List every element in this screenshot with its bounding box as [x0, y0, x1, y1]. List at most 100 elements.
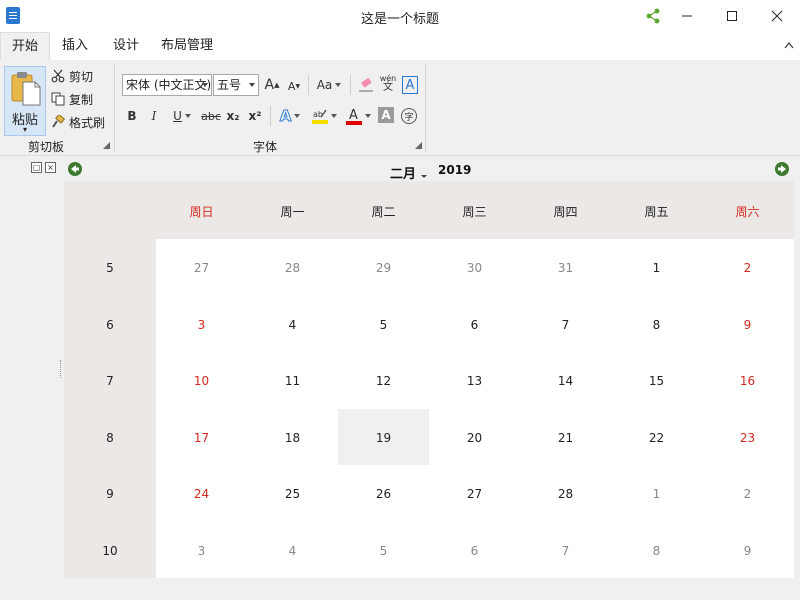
day-cell[interactable]: 14: [557, 374, 574, 388]
day-cell[interactable]: 23: [739, 430, 756, 445]
day-cell[interactable]: 18: [284, 430, 301, 445]
enclose-char-button[interactable]: 字: [400, 106, 418, 126]
paste-button[interactable]: 粘贴 ▾: [4, 66, 46, 136]
close-icon[interactable]: ×: [45, 162, 56, 173]
day-cell[interactable]: 3: [197, 317, 206, 332]
collapse-ribbon-icon[interactable]: [784, 41, 794, 49]
prev-month-button[interactable]: [68, 162, 82, 176]
strikethrough-button[interactable]: abc: [201, 109, 221, 123]
char-border-icon[interactable]: A: [402, 76, 418, 94]
day-cell[interactable]: 15: [648, 374, 665, 388]
day-cell[interactable]: 8: [652, 317, 661, 332]
day-cell[interactable]: 5: [379, 543, 388, 558]
chevron-down-icon[interactable]: [421, 175, 427, 178]
day-cell[interactable]: 1: [652, 487, 661, 501]
share-button[interactable]: [630, 0, 676, 32]
day-cell[interactable]: 12: [375, 374, 392, 388]
day-cell[interactable]: 9: [743, 543, 752, 558]
day-cell[interactable]: 10: [193, 374, 210, 388]
svg-text:A: A: [349, 108, 358, 123]
format-painter-button[interactable]: 格式刷: [50, 112, 105, 132]
day-cell[interactable]: 29: [375, 261, 392, 275]
day-cell[interactable]: 7: [561, 317, 570, 332]
text-effects-icon: A: [279, 107, 292, 126]
day-cell[interactable]: 6: [470, 543, 479, 558]
day-cell[interactable]: 16: [739, 374, 756, 388]
underline-button[interactable]: U: [168, 106, 196, 126]
grow-font-icon[interactable]: A ▲: [264, 77, 280, 93]
minimize-button[interactable]: [664, 0, 710, 32]
next-month-button[interactable]: [775, 162, 789, 176]
week-number-column: [64, 239, 156, 578]
day-cell[interactable]: 25: [284, 487, 301, 501]
day-cell[interactable]: 30: [466, 261, 483, 275]
italic-button[interactable]: I: [151, 109, 157, 123]
day-cell[interactable]: 13: [466, 374, 483, 388]
dialog-launcher-icon[interactable]: [415, 142, 422, 149]
cut-button[interactable]: 剪切: [50, 66, 93, 86]
highlight-button[interactable]: ab: [308, 106, 340, 126]
day-cell[interactable]: 28: [557, 487, 574, 501]
char-shading-icon[interactable]: A: [378, 107, 394, 123]
day-cell[interactable]: 4: [288, 543, 297, 558]
week-number: 10: [102, 543, 118, 558]
day-cell[interactable]: 19: [375, 430, 392, 445]
tab-home[interactable]: 开始: [0, 32, 51, 60]
day-cell[interactable]: 9: [743, 317, 752, 332]
paste-icon: [11, 72, 41, 106]
clipboard-group-label: 剪切板: [28, 140, 65, 154]
change-case-button[interactable]: Aa: [314, 75, 344, 95]
dialog-launcher-icon[interactable]: [103, 142, 110, 149]
text-effects-button[interactable]: A: [276, 106, 304, 126]
day-cell[interactable]: 17: [193, 430, 210, 445]
weekday-label: 周一: [280, 205, 305, 219]
splitter-handle[interactable]: [60, 360, 62, 378]
day-cell[interactable]: 5: [379, 317, 388, 332]
week-number: 7: [106, 374, 114, 388]
day-cell[interactable]: 4: [288, 317, 297, 332]
day-cell[interactable]: 6: [470, 317, 479, 332]
day-cell[interactable]: 2: [743, 261, 752, 275]
arrow-right-icon: [778, 165, 786, 173]
phonetic-guide-icon[interactable]: wén 文: [378, 73, 398, 93]
day-cell[interactable]: 28: [284, 261, 301, 275]
tab-design[interactable]: 设计: [113, 38, 140, 53]
day-cell[interactable]: 8: [652, 543, 661, 558]
day-cell[interactable]: 20: [466, 430, 483, 445]
year-label[interactable]: 2019: [438, 163, 472, 177]
day-cell[interactable]: 3: [197, 543, 206, 558]
tab-layout[interactable]: 布局管理: [161, 38, 214, 53]
clear-format-icon[interactable]: [356, 75, 376, 95]
day-cell[interactable]: 11: [284, 374, 301, 388]
chevron-down-icon: ▾: [22, 125, 27, 134]
day-cell[interactable]: 1: [652, 261, 661, 275]
weekday-header: [64, 181, 794, 239]
weekday-label: 周四: [553, 205, 578, 219]
subscript-button[interactable]: x₂: [226, 109, 240, 123]
day-cell[interactable]: 27: [466, 487, 483, 501]
day-cell[interactable]: 27: [193, 261, 210, 275]
font-name-combo[interactable]: 宋体 (中文正文): [122, 74, 212, 96]
shrink-font-icon[interactable]: A ▼: [287, 79, 301, 93]
day-cell[interactable]: 7: [561, 543, 570, 558]
maximize-button[interactable]: [709, 0, 755, 32]
day-cell[interactable]: 26: [375, 487, 392, 501]
month-selector[interactable]: 二月: [390, 167, 417, 182]
day-cell[interactable]: 21: [557, 430, 574, 445]
day-cell[interactable]: 24: [193, 487, 210, 501]
font-color-button[interactable]: A: [342, 106, 374, 126]
day-cell[interactable]: 31: [557, 261, 574, 275]
copy-button[interactable]: 复制: [50, 89, 93, 109]
tab-insert[interactable]: 插入: [62, 38, 89, 53]
font-size-combo[interactable]: 五号: [213, 74, 259, 96]
close-button[interactable]: [754, 0, 800, 32]
day-cell[interactable]: 2: [743, 487, 752, 501]
format-painter-label: 格式刷: [69, 115, 106, 130]
week-number: 9: [106, 487, 114, 501]
day-cell[interactable]: 22: [648, 430, 665, 445]
toolbar-divider: [308, 75, 309, 95]
bold-button[interactable]: B: [127, 109, 137, 123]
title-bar: 这是一个标题: [0, 0, 800, 32]
restore-icon[interactable]: ▢: [31, 162, 42, 173]
superscript-button[interactable]: x²: [248, 109, 262, 123]
